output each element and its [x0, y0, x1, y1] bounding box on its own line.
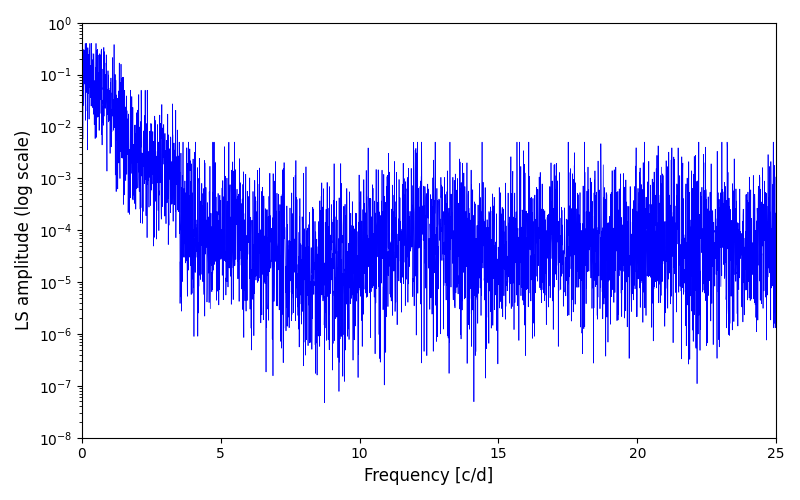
- X-axis label: Frequency [c/d]: Frequency [c/d]: [364, 467, 494, 485]
- Y-axis label: LS amplitude (log scale): LS amplitude (log scale): [15, 130, 33, 330]
